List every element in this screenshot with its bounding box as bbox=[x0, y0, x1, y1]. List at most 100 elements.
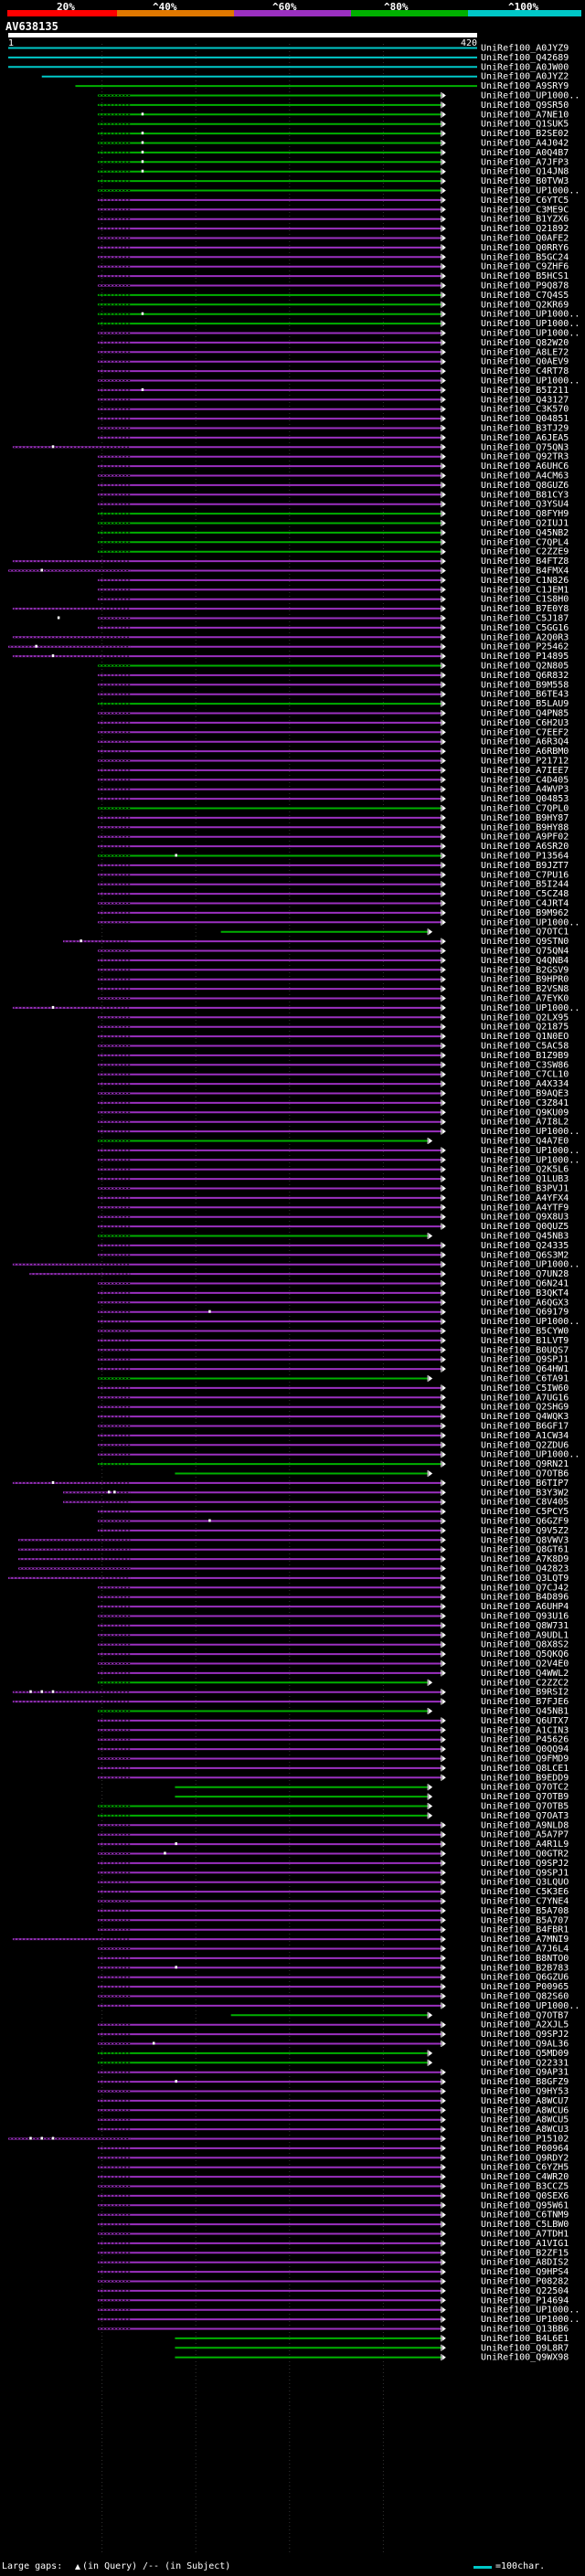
hit-label: UniRef100_C1S8H0 bbox=[481, 595, 569, 605]
hit-end-arrow bbox=[441, 2088, 446, 2094]
hit-label: UniRef100_UP1000.. bbox=[481, 1003, 580, 1013]
hit-end-arrow bbox=[441, 1841, 446, 1848]
hit-label: UniRef100_B5HCS1 bbox=[481, 271, 569, 281]
hit-label: UniRef100_Q2ZDU6 bbox=[481, 1440, 569, 1450]
hit-label: UniRef100_C7YNE4 bbox=[481, 1897, 569, 1907]
hit-end-arrow bbox=[441, 2155, 446, 2161]
hit-end-arrow bbox=[441, 701, 446, 707]
hit-gap-marker bbox=[175, 1842, 177, 1846]
hit-end-arrow bbox=[429, 928, 433, 935]
hit-gap-marker bbox=[51, 2136, 55, 2140]
hit-end-arrow bbox=[441, 624, 446, 631]
hit-end-arrow bbox=[441, 226, 446, 232]
hit-label: UniRef100_C4RT78 bbox=[481, 366, 569, 376]
hit-end-arrow bbox=[441, 1926, 446, 1933]
hit-label: UniRef100_Q6S3M2 bbox=[481, 1250, 569, 1260]
hit-label: UniRef100_C3K570 bbox=[481, 405, 569, 415]
hit-label: UniRef100_Q5QKQ6 bbox=[481, 1649, 569, 1659]
hit-end-arrow bbox=[441, 2041, 446, 2047]
hit-end-arrow bbox=[441, 1945, 446, 1952]
hit-end-arrow bbox=[441, 1176, 446, 1182]
hit-label: UniRef100_Q7OTC1 bbox=[481, 928, 569, 938]
hit-label: UniRef100_C3ME9C bbox=[481, 205, 569, 215]
hit-label: UniRef100_Q22331 bbox=[481, 2058, 569, 2068]
hit-end-arrow bbox=[441, 691, 446, 697]
hit-end-arrow bbox=[441, 606, 446, 612]
hit-end-arrow bbox=[441, 1052, 446, 1058]
hit-label: UniRef100_B9M558 bbox=[481, 680, 569, 690]
large-gaps-label: Large gaps: bbox=[2, 2561, 63, 2571]
hit-label: UniRef100_Q6GZU6 bbox=[481, 1973, 569, 1983]
hit-end-arrow bbox=[441, 1129, 446, 1135]
hit-label: UniRef100_A7J6L4 bbox=[481, 1945, 569, 1955]
hit-label: UniRef100_C4WR20 bbox=[481, 2172, 569, 2182]
hit-label: UniRef100_A5A7P7 bbox=[481, 1830, 569, 1840]
hit-end-arrow bbox=[441, 1004, 446, 1011]
hit-end-arrow bbox=[441, 368, 446, 375]
hit-label: UniRef100_B3Y3W2 bbox=[481, 1488, 569, 1498]
hit-label: UniRef100_Q9SPJ2 bbox=[481, 2030, 569, 2040]
hit-gap-marker bbox=[40, 1690, 44, 1693]
hit-label: UniRef100_A8DIS2 bbox=[481, 2258, 569, 2268]
hit-end-arrow bbox=[441, 1147, 446, 1153]
hit-label: UniRef100_A8WCU5 bbox=[481, 2115, 569, 2125]
hit-label: UniRef100_Q9RDY2 bbox=[481, 2153, 569, 2163]
hit-end-arrow bbox=[441, 805, 446, 811]
hit-end-arrow bbox=[441, 349, 446, 355]
hit-end-arrow bbox=[441, 1831, 446, 1838]
hit-end-arrow bbox=[441, 1023, 446, 1030]
hit-end-arrow bbox=[441, 2126, 446, 2133]
hit-end-arrow bbox=[441, 1822, 446, 1829]
hit-gap-marker bbox=[113, 1490, 116, 1494]
hit-label: UniRef100_A7K8D9 bbox=[481, 1554, 569, 1564]
hit-end-arrow bbox=[441, 1689, 446, 1695]
hit-end-arrow bbox=[441, 1574, 446, 1581]
hit-label: UniRef100_Q7OTC2 bbox=[481, 1783, 569, 1793]
hit-end-arrow bbox=[441, 2107, 446, 2114]
hit-end-arrow bbox=[429, 1812, 433, 1818]
hit-gap-marker bbox=[175, 2080, 177, 2083]
hit-end-arrow bbox=[429, 1233, 433, 1239]
hit-label: UniRef100_Q7UN28 bbox=[481, 1269, 569, 1279]
hit-label: UniRef100_B8GFZ9 bbox=[481, 2077, 569, 2087]
hit-label: UniRef100_UP1000.. bbox=[481, 1317, 580, 1327]
hit-end-arrow bbox=[441, 140, 446, 146]
hit-label: UniRef100_Q22504 bbox=[481, 2286, 569, 2296]
hit-label: UniRef100_Q8LCE1 bbox=[481, 1764, 569, 1774]
hit-label: UniRef100_C5AC58 bbox=[481, 1042, 569, 1052]
hit-label: UniRef100_B3QKT4 bbox=[481, 1288, 569, 1299]
hit-end-arrow bbox=[441, 434, 446, 440]
hit-label: UniRef100_B9HY88 bbox=[481, 822, 569, 832]
hit-end-arrow bbox=[441, 1984, 446, 1990]
hit-label: UniRef100_P9Q878 bbox=[481, 281, 569, 292]
hit-label: UniRef100_Q04851 bbox=[481, 414, 569, 424]
hit-label: UniRef100_A8WCU7 bbox=[481, 2096, 569, 2106]
hit-end-arrow bbox=[441, 786, 446, 792]
hit-label: UniRef100_Q14JN8 bbox=[481, 167, 569, 177]
hit-end-arrow bbox=[441, 567, 446, 574]
hit-label: UniRef100_B5GC24 bbox=[481, 252, 569, 262]
hit-label: UniRef100_B2B783 bbox=[481, 1963, 569, 1973]
hit-label: UniRef100_C1JEM1 bbox=[481, 585, 569, 595]
hit-label: UniRef100_A9SRY9 bbox=[481, 81, 569, 91]
hit-label: UniRef100_B9M962 bbox=[481, 908, 569, 918]
hit-end-arrow bbox=[441, 1889, 446, 1895]
hit-label: UniRef100_A7NE10 bbox=[481, 110, 569, 120]
hit-end-arrow bbox=[441, 948, 446, 954]
hit-label: UniRef100_Q8W731 bbox=[481, 1621, 569, 1631]
hit-end-arrow bbox=[441, 986, 446, 992]
hit-end-arrow bbox=[441, 1414, 446, 1420]
hit-label: UniRef100_C9ZHF6 bbox=[481, 262, 569, 272]
hit-end-arrow bbox=[441, 796, 446, 802]
hit-label: UniRef100_Q4A7E0 bbox=[481, 1137, 569, 1147]
hit-label: UniRef100_Q13BB6 bbox=[481, 2325, 569, 2335]
hit-label: UniRef100_B2GSV9 bbox=[481, 965, 569, 975]
legend-tick-60: ^60% bbox=[272, 1, 297, 13]
hit-end-arrow bbox=[441, 1242, 446, 1248]
hit-label: UniRef100_C5PCY5 bbox=[481, 1507, 569, 1517]
hit-label: UniRef100_Q0RRY6 bbox=[481, 243, 569, 253]
hit-end-arrow bbox=[441, 1565, 446, 1572]
hit-end-arrow bbox=[441, 1451, 446, 1458]
hit-label: UniRef100_B4FMX4 bbox=[481, 567, 569, 577]
hit-label: UniRef100_C5IW60 bbox=[481, 1383, 569, 1394]
